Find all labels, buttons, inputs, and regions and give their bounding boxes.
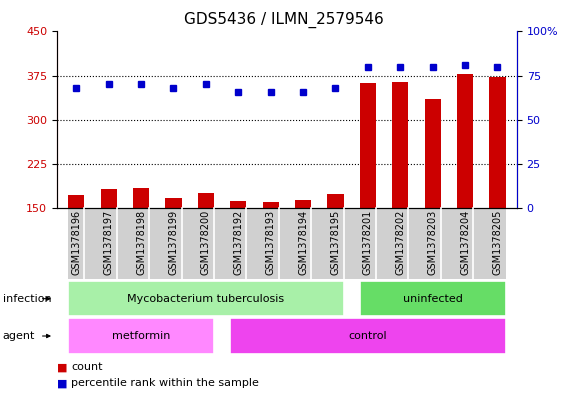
Bar [424,99,441,208]
Bar [490,77,506,208]
Bar [165,198,182,208]
Text: agent: agent [3,331,35,341]
Bar [360,83,376,208]
Bar [198,193,214,208]
Bar [101,189,117,208]
Bar [327,194,344,208]
Text: percentile rank within the sample: percentile rank within the sample [71,378,259,388]
Text: metformin: metformin [112,331,170,341]
Bar [68,195,84,208]
Text: ■: ■ [57,362,67,373]
Text: ■: ■ [57,378,67,388]
Text: GDS5436 / ILMN_2579546: GDS5436 / ILMN_2579546 [184,12,384,28]
Text: Mycobacterium tuberculosis: Mycobacterium tuberculosis [127,294,285,304]
Bar [295,200,311,208]
Text: control: control [349,331,387,341]
Bar [457,74,473,208]
Bar [230,200,247,208]
Bar [133,187,149,208]
Bar [262,202,279,208]
Text: uninfected: uninfected [403,294,462,304]
Bar [392,82,408,208]
Text: infection: infection [3,294,52,304]
Text: count: count [71,362,102,373]
